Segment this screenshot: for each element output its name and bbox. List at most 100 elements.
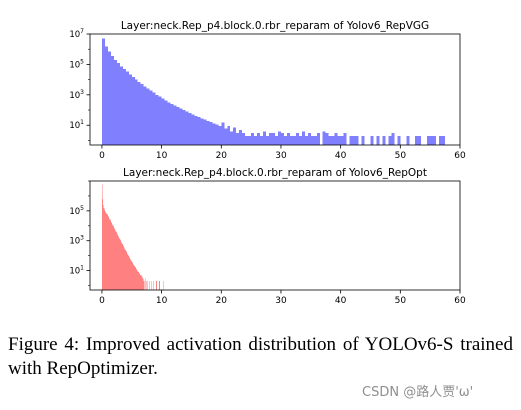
histogram-bar — [120, 240, 122, 290]
histogram-bar — [134, 79, 138, 145]
histogram-bar — [143, 278, 144, 290]
histogram-bar — [266, 135, 270, 145]
chart-panel-2: Layer:neck.Rep_p4.block.0.rbr_reparam of… — [69, 167, 466, 306]
histogram-bar — [182, 110, 186, 145]
histogram-bar — [295, 133, 299, 145]
histogram-bar — [116, 233, 118, 290]
histogram-bar — [316, 133, 320, 145]
histogram-bar — [114, 228, 116, 290]
histogram-bar — [239, 129, 243, 145]
x-tick-label: 30 — [275, 151, 287, 161]
y-tick-label: 101 — [69, 265, 84, 277]
histogram-bar — [191, 114, 195, 145]
y-tick-label: 107 — [69, 28, 84, 40]
histogram-bar — [132, 263, 134, 290]
histogram-bar — [257, 133, 261, 145]
histogram-bar — [283, 135, 287, 145]
histogram-bar — [203, 119, 207, 145]
histogram-bar — [233, 127, 237, 145]
histogram-bar — [143, 86, 147, 145]
histogram-bar — [119, 66, 123, 145]
histogram-bar — [427, 135, 431, 145]
watermark: CSDN @路人贾'ω' — [362, 385, 474, 400]
histogram-bar — [376, 135, 380, 145]
histogram-bar — [130, 259, 132, 290]
histogram-bar — [156, 281, 157, 290]
histogram-bar — [135, 268, 137, 290]
histogram-bar — [123, 246, 125, 290]
histogram-bar — [361, 135, 365, 145]
histogram-bar — [140, 275, 141, 290]
histogram-bar — [251, 133, 255, 145]
histogram-bar — [221, 122, 225, 145]
histogram-bar — [254, 135, 258, 145]
histogram-bar — [331, 135, 335, 145]
histogram-bar — [132, 262, 133, 290]
histogram-bar — [352, 135, 356, 145]
histogram-bar — [106, 213, 107, 290]
histogram-bar — [137, 270, 138, 290]
histogram-bar — [134, 266, 136, 290]
histogram-bar — [430, 135, 434, 145]
histogram-bar — [158, 96, 162, 145]
histogram-bar — [209, 122, 213, 145]
histogram-bar — [119, 239, 121, 290]
histogram-bar — [107, 216, 109, 290]
histogram-bar — [142, 278, 144, 290]
histogram-bar — [322, 131, 326, 145]
histogram-bar — [206, 120, 210, 145]
histogram-bar — [138, 272, 139, 290]
histogram-bar — [382, 135, 386, 145]
histogram-bar — [141, 276, 142, 290]
y-tick-label: 105 — [69, 58, 84, 70]
histogram-bar — [307, 133, 311, 145]
histogram-bar — [135, 267, 136, 290]
histogram-bar — [112, 225, 114, 290]
histogram-bar — [122, 68, 126, 145]
y-tick-label: 103 — [69, 235, 84, 247]
histogram-bar — [415, 135, 419, 145]
histogram-bar — [144, 278, 146, 290]
figure-caption: Figure 4: Improved activation distributi… — [8, 334, 513, 379]
histogram-bar — [122, 244, 123, 290]
histogram-bar — [260, 135, 264, 145]
y-tick-label: 101 — [69, 119, 84, 131]
histogram-bar — [150, 281, 152, 290]
histogram-bar — [349, 135, 353, 145]
x-tick-label: 10 — [156, 296, 168, 306]
histogram-bar — [121, 243, 123, 290]
histogram-bar — [131, 76, 135, 145]
histogram-bar — [118, 235, 119, 290]
histogram-bar — [146, 88, 150, 145]
x-tick-label: 50 — [395, 296, 407, 306]
histogram-bar — [230, 131, 234, 145]
histogram-bar — [185, 111, 189, 145]
x-tick-label: 40 — [335, 296, 347, 306]
histogram-bar — [149, 90, 153, 145]
histogram-bar — [340, 135, 344, 145]
y-tick-label: 105 — [69, 205, 84, 217]
histogram-bar — [277, 131, 281, 145]
x-tick-label: 50 — [395, 151, 407, 161]
histogram-bar — [313, 135, 317, 145]
histogram-bar — [110, 221, 112, 290]
histogram-bar — [140, 275, 142, 290]
histogram-bar — [106, 214, 108, 290]
histogram-bar — [215, 124, 219, 145]
histogram-bar — [286, 133, 290, 145]
histogram-bar — [125, 251, 127, 290]
x-tick-label: 20 — [216, 151, 228, 161]
histogram-bar — [343, 133, 347, 145]
histogram-bar — [194, 115, 198, 145]
histogram-bar — [129, 258, 131, 290]
histogram-bar — [109, 219, 111, 290]
histogram-bar — [111, 223, 113, 290]
histogram-bar — [418, 135, 422, 145]
histogram-bar — [141, 276, 143, 290]
histogram-bar — [116, 63, 120, 145]
histogram-bar — [107, 51, 111, 145]
histogram-bar — [334, 133, 338, 145]
histogram-bar — [388, 135, 392, 145]
histogram-bar — [173, 105, 177, 145]
histogram-bar — [298, 135, 302, 145]
